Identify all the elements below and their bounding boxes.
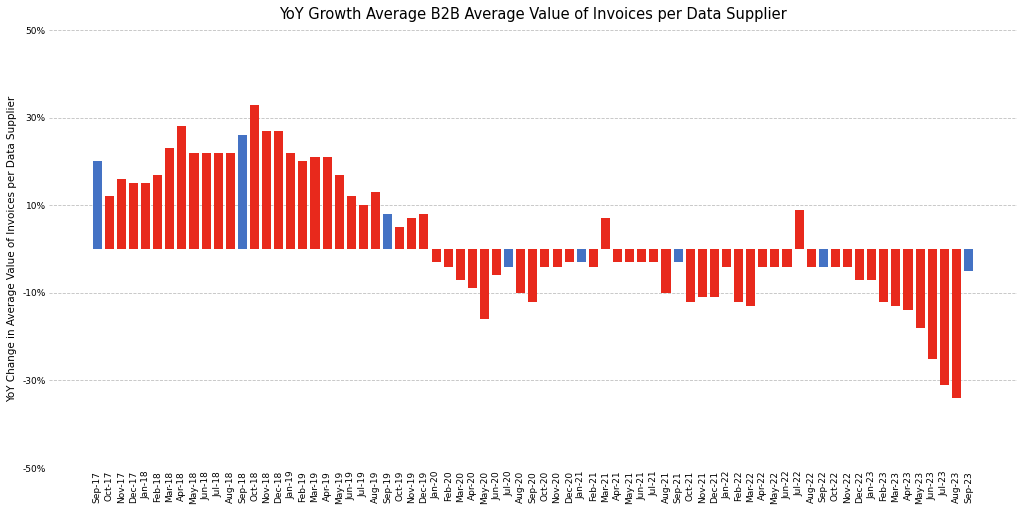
Bar <box>697 249 707 297</box>
Bar <box>516 249 525 293</box>
Bar <box>674 249 683 262</box>
Bar <box>795 210 804 249</box>
Bar <box>117 179 126 249</box>
Bar <box>637 249 646 262</box>
Bar <box>843 249 852 267</box>
Bar <box>867 249 877 280</box>
Bar <box>408 218 417 249</box>
Bar <box>830 249 840 267</box>
Bar <box>347 197 356 249</box>
Bar <box>770 249 779 267</box>
Bar <box>686 249 694 301</box>
Bar <box>553 249 561 267</box>
Bar <box>492 249 501 275</box>
Bar <box>952 249 961 398</box>
Bar <box>541 249 550 267</box>
Bar <box>758 249 767 267</box>
Y-axis label: YoY Change in Average Value of Invoices per Data Supplier: YoY Change in Average Value of Invoices … <box>7 96 17 402</box>
Bar <box>310 157 319 249</box>
Bar <box>358 205 368 249</box>
Bar <box>746 249 756 306</box>
Bar <box>214 153 223 249</box>
Bar <box>564 249 573 262</box>
Bar <box>287 153 295 249</box>
Bar <box>589 249 598 267</box>
Bar <box>420 214 428 249</box>
Bar <box>323 157 332 249</box>
Bar <box>601 218 610 249</box>
Bar <box>154 175 162 249</box>
Bar <box>880 249 889 301</box>
Bar <box>710 249 719 297</box>
Bar <box>238 135 247 249</box>
Bar <box>855 249 864 280</box>
Bar <box>964 249 973 271</box>
Bar <box>371 192 380 249</box>
Bar <box>613 249 623 262</box>
Bar <box>456 249 465 280</box>
Bar <box>528 249 538 301</box>
Bar <box>443 249 453 267</box>
Bar <box>782 249 792 267</box>
Bar <box>577 249 586 262</box>
Title: YoY Growth Average B2B Average Value of Invoices per Data Supplier: YoY Growth Average B2B Average Value of … <box>279 7 786 22</box>
Bar <box>189 153 199 249</box>
Bar <box>225 153 234 249</box>
Bar <box>649 249 658 262</box>
Bar <box>722 249 731 267</box>
Bar <box>383 214 392 249</box>
Bar <box>177 126 186 249</box>
Bar <box>395 227 404 249</box>
Bar <box>262 131 271 249</box>
Bar <box>141 183 151 249</box>
Bar <box>274 131 284 249</box>
Bar <box>807 249 816 267</box>
Bar <box>431 249 440 262</box>
Bar <box>468 249 477 288</box>
Bar <box>915 249 925 328</box>
Bar <box>202 153 211 249</box>
Bar <box>891 249 900 306</box>
Bar <box>104 197 114 249</box>
Bar <box>819 249 827 267</box>
Bar <box>903 249 912 310</box>
Bar <box>298 161 307 249</box>
Bar <box>335 175 344 249</box>
Bar <box>92 161 101 249</box>
Bar <box>940 249 949 385</box>
Bar <box>480 249 489 319</box>
Bar <box>250 105 259 249</box>
Bar <box>734 249 743 301</box>
Bar <box>928 249 937 359</box>
Bar <box>625 249 634 262</box>
Bar <box>129 183 138 249</box>
Bar <box>662 249 671 293</box>
Bar <box>165 148 174 249</box>
Bar <box>504 249 513 267</box>
